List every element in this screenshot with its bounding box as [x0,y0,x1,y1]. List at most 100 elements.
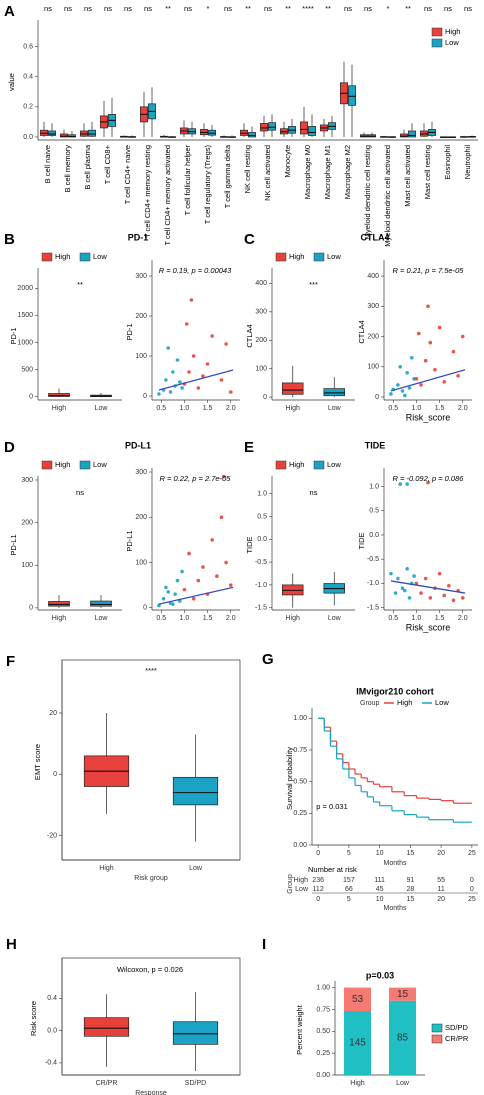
point [184,322,189,326]
significance-label: *** [309,280,318,289]
y-axis-label: PD-1 [125,323,134,340]
point [426,304,430,309]
point [177,380,182,384]
x-tick-label: 1.5 [203,615,213,622]
bar-segment [389,987,416,1001]
point [396,576,400,581]
point [180,386,184,390]
point [221,474,226,479]
point [423,576,428,581]
x-tick-label: Low [396,1080,410,1087]
significance-label: ns [264,4,272,13]
y-tick-label: 0.0 [47,1027,57,1034]
risk-x-tick-label: 25 [468,896,476,903]
point [180,569,184,574]
y-tick-label: 0.75 [316,1006,330,1013]
box [172,776,219,806]
significance-label: ** [325,4,331,13]
risk-row-name: Low [295,886,309,893]
box [348,85,356,106]
segment-label: 145 [349,1038,366,1049]
y-axis-label: CTLA4 [357,320,366,343]
y-tick-label: -0.5 [367,556,379,563]
y-tick-label: 300 [367,303,379,310]
annotation: R = 0.22, p = 2.7e-05 [160,474,232,483]
point [196,578,201,583]
y-axis-label: TIDE [245,536,254,553]
x-tick-label: High [286,405,301,412]
x-axis-label: Risk_score [406,412,451,422]
significance-label: ns [64,4,72,13]
significance-label: ns [84,4,92,13]
significance-label: ns [464,4,472,13]
y-tick-label: 300 [135,273,147,280]
x-tick-label: T cell regulatory (Tregs) [203,145,212,225]
legend-swatch [313,252,325,262]
x-tick-label: Low [95,405,109,412]
box [48,601,70,607]
y-axis-label: Percent weight [295,1004,304,1055]
box [83,1017,130,1037]
point [442,593,447,598]
x-tick-label: 15 [406,850,414,857]
annotation: R = 0.19, p = 0.00043 [159,266,232,275]
x-axis-label: Risk group [134,875,168,882]
point [219,515,224,520]
y-tick-label: 0 [29,394,33,401]
x-tick-label: Macrophage M1 [323,145,332,199]
y-tick-label: 0.0 [23,134,33,141]
x-tick-label: Low [328,615,342,622]
point [405,371,409,375]
point [210,334,215,338]
legend-label: Low [327,252,341,261]
point [210,538,215,542]
y-tick-label: 20 [49,710,57,717]
x-tick-label: T cell CD8+ [103,144,112,184]
point [228,583,233,587]
chart-title: TIDE [365,440,386,450]
x-tick-label: 20 [437,850,445,857]
x-tick-label: B cell memory [63,145,72,193]
y-tick-label: 0.4 [47,995,57,1002]
x-tick-label: T cell CD4+ naive [123,145,132,204]
y-tick-label: 100 [367,364,379,371]
point [215,574,219,578]
significance-label: **** [145,666,157,675]
x-tick-label: High [350,1080,365,1087]
risk-count: 91 [406,877,414,884]
point [416,331,421,336]
y-tick-label: 1.0 [369,483,379,490]
x-tick-label: 1.5 [435,405,445,412]
y-tick-label: 0.5 [257,513,267,520]
x-axis-label: Risk_score [406,622,451,632]
x-tick-label: Low [328,405,342,412]
x-tick-label: T cell gamma delta [223,144,232,208]
y-tick-label: 400 [367,273,379,280]
point [414,377,419,381]
trend-line [158,369,234,391]
legend-label: High [445,27,460,36]
x-tick-label: 0.5 [388,405,398,412]
y-tick-label: 400 [255,280,267,287]
box [260,123,268,132]
x-tick-label: 5 [347,850,351,857]
box [248,132,256,138]
x-tick-label: SD/PD [185,1080,206,1087]
point [451,349,456,354]
y-axis-label: PD-L1 [125,530,134,551]
x-tick-label: Mast cell resting [423,145,432,199]
point [171,370,175,374]
x-tick-label: Myeloid dendritic cell activated [383,145,392,247]
x-tick-label: Macrophage M2 [343,145,352,199]
point [171,602,175,606]
y-tick-label: 0 [143,393,147,400]
bar-segment [389,1000,416,1075]
point [437,325,442,330]
point [428,340,433,345]
box [48,393,70,397]
y-tick-label: 300 [255,309,267,316]
x-tick-label: Mast cell activated [403,145,412,207]
box [400,133,408,138]
y-tick-label: 0.00 [316,1072,330,1079]
